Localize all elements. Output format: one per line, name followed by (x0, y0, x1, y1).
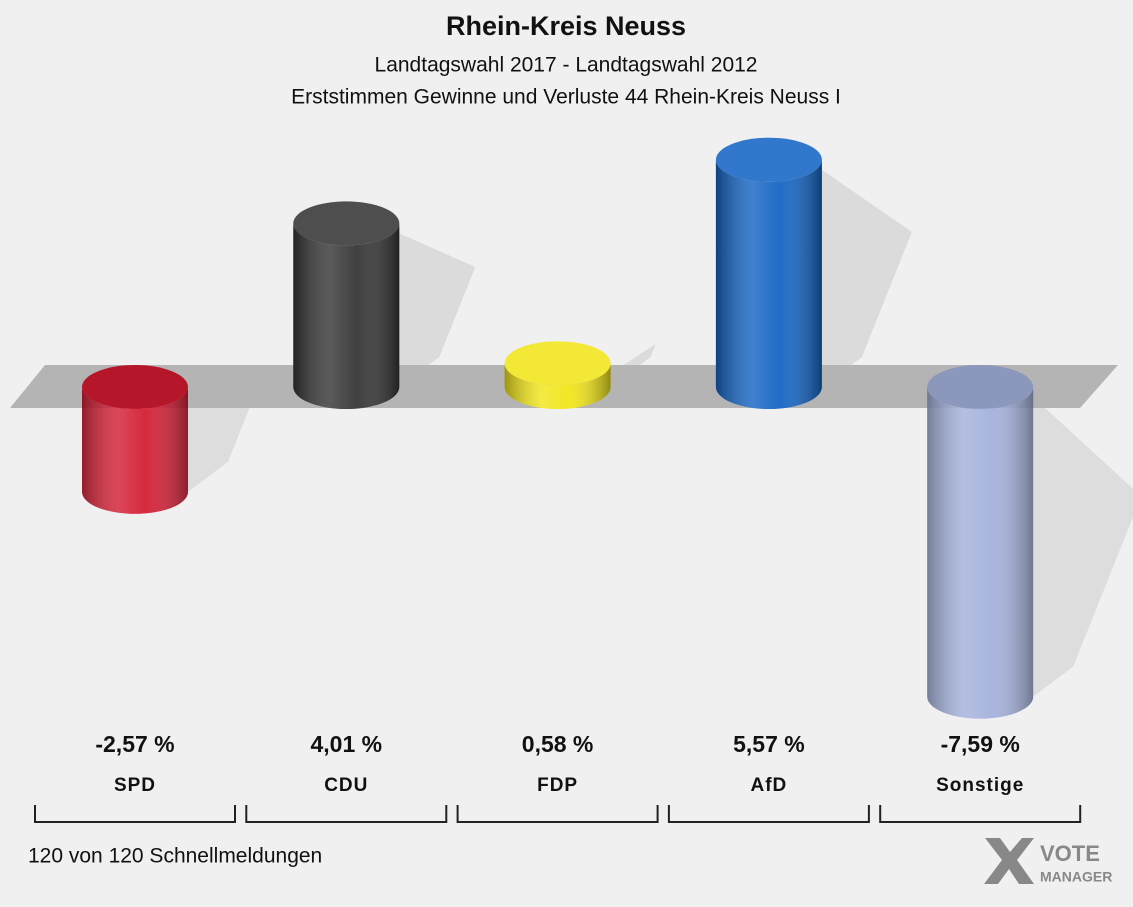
bars (82, 137, 1034, 719)
logo-text: MANAGER (1040, 869, 1112, 885)
bar-top (504, 341, 611, 386)
bar-top (293, 201, 400, 246)
bar-shading (715, 159, 822, 410)
category-bracket (667, 805, 870, 823)
bar-top (715, 137, 822, 182)
bar-shading (927, 387, 1034, 719)
cylinder (293, 201, 400, 410)
bar-top (82, 365, 188, 409)
category-label: Sonstige (936, 775, 1024, 796)
bar-top-shading (293, 201, 400, 246)
category-bracket (879, 805, 1082, 823)
bar-shadow (821, 169, 912, 387)
bar-shading (504, 363, 611, 410)
value-label: -7,59 % (941, 731, 1020, 757)
logo: VOTE MANAGER (984, 838, 1112, 885)
category-label: CDU (324, 775, 368, 796)
bar-shading (293, 223, 400, 410)
category-label: FDP (537, 775, 578, 796)
bar-shadow (1033, 397, 1133, 697)
category-bracket (456, 805, 659, 823)
chart-title: Rhein-Kreis Neuss (446, 11, 686, 41)
category-bracket (245, 805, 448, 823)
cylinder (504, 341, 611, 410)
bar-top-shading (927, 365, 1034, 409)
bar-shading (82, 387, 188, 514)
category-label: SPD (114, 775, 156, 796)
logo-mark (984, 838, 1034, 884)
bar-top-shading (504, 341, 611, 386)
logo-text: VOTE (1040, 841, 1100, 866)
chart-subtitle: Erststimmen Gewinne und Verluste 44 Rhei… (291, 86, 841, 109)
value-label: -2,57 % (95, 731, 174, 757)
cylinder (715, 137, 822, 410)
value-label: 5,57 % (733, 731, 805, 757)
bar-top-shading (715, 137, 822, 182)
bar-top (927, 365, 1034, 409)
category-label: AfD (751, 775, 788, 796)
cylinder (927, 365, 1034, 719)
footnote: 120 von 120 Schnellmeldungen (28, 845, 322, 868)
chart-subtitle: Landtagswahl 2017 - Landtagswahl 2012 (375, 54, 758, 77)
category-bracket (34, 805, 236, 823)
value-label: 4,01 % (310, 731, 382, 757)
shadows (188, 169, 1133, 697)
bar-top-shading (82, 365, 188, 409)
cylinder (82, 365, 188, 514)
bar-shadow (399, 233, 476, 387)
bar-shadow (188, 397, 252, 492)
value-label: 0,58 % (522, 731, 594, 757)
